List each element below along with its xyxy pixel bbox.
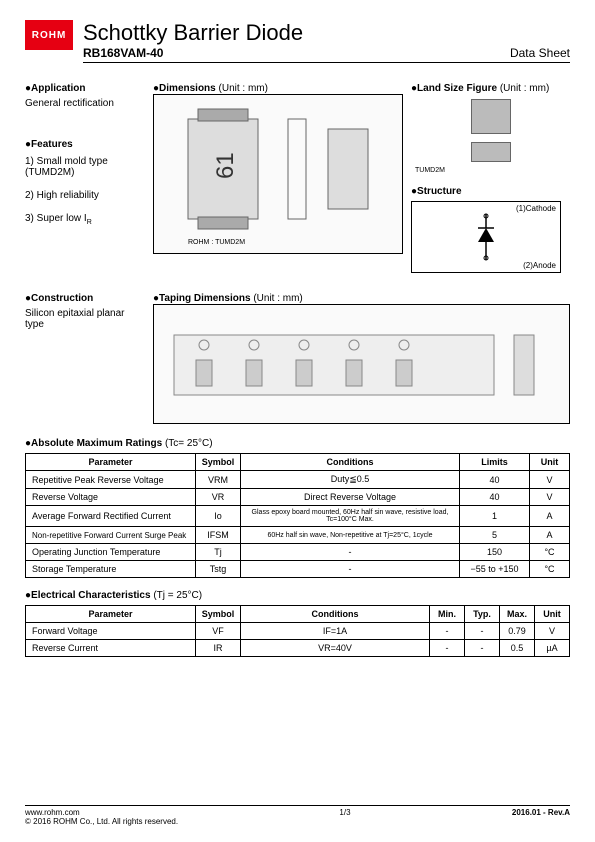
diode-symbol-icon: [466, 212, 506, 262]
package-drawing-icon: 61 ROHM : TUMD2M: [158, 99, 398, 249]
taping-diagram: [153, 304, 570, 424]
dimensions-diagram: 61 ROHM : TUMD2M: [153, 94, 403, 254]
feature-item: 2) High reliability: [25, 190, 145, 201]
table-row: Storage TemperatureTstg-−55 to +150°C: [26, 561, 570, 578]
table-row: Operating Junction TemperatureTj-150°C: [26, 544, 570, 561]
feature-item: 1) Small mold type (TUMD2M): [25, 156, 145, 178]
table-row: Repetitive Peak Reverse VoltageVRMDuty≦0…: [26, 471, 570, 489]
table-header-row: Parameter Symbol Conditions Limits Unit: [26, 454, 570, 471]
svg-text:ROHM : TUMD2M: ROHM : TUMD2M: [188, 239, 245, 246]
footer: www.rohm.com © 2016 ROHM Co., Ltd. All r…: [25, 805, 570, 826]
footer-url: www.rohm.com: [25, 808, 178, 817]
construction-heading: Construction: [25, 293, 145, 304]
application-text: General rectification: [25, 98, 145, 109]
main-title: Schottky Barrier Diode: [83, 20, 570, 46]
land-diagram: TUMD2M: [411, 94, 561, 174]
structure-heading: Structure: [411, 186, 561, 197]
dimensions-heading: Dimensions (Unit : mm): [153, 83, 403, 94]
application-heading: Application: [25, 83, 145, 94]
svg-text:61: 61: [212, 152, 239, 179]
abs-max-heading: Absolute Maximum Ratings (Tc= 25°C): [25, 438, 570, 449]
page-number: 1/3: [339, 808, 350, 826]
elec-heading: Electrical Characteristics (Tj = 25°C): [25, 590, 570, 601]
features-heading: Features: [25, 139, 145, 150]
table-header-row: Parameter Symbol Conditions Min. Typ. Ma…: [26, 606, 570, 623]
tape-drawing-icon: [154, 305, 569, 423]
part-number: RB168VAM-40: [83, 46, 163, 60]
table-row: Reverse CurrentIRVR=40V--0.5µA: [26, 640, 570, 657]
table-row: Forward VoltageVFIF=1A--0.79V: [26, 623, 570, 640]
structure-diagram: (1)Cathode (2)Anode: [411, 201, 561, 273]
construction-text: Silicon epitaxial planar type: [25, 308, 145, 330]
footer-copyright: © 2016 ROHM Co., Ltd. All rights reserve…: [25, 817, 178, 826]
taping-heading: Taping Dimensions (Unit : mm): [153, 293, 570, 304]
table-row: Average Forward Rectified CurrentIoGlass…: [26, 506, 570, 527]
revision: 2016.01 - Rev.A: [512, 808, 570, 826]
table-row: Non-repetitive Forward Current Surge Pea…: [26, 527, 570, 544]
doc-type: Data Sheet: [510, 46, 570, 60]
feature-item: 3) Super low IR: [25, 213, 145, 226]
land-heading: Land Size Figure (Unit : mm): [411, 83, 561, 94]
table-row: Reverse VoltageVRDirect Reverse Voltage4…: [26, 489, 570, 506]
header: ROHM Schottky Barrier Diode RB168VAM-40 …: [25, 20, 570, 63]
abs-max-table: Parameter Symbol Conditions Limits Unit …: [25, 453, 570, 578]
elec-table: Parameter Symbol Conditions Min. Typ. Ma…: [25, 605, 570, 657]
rohm-logo: ROHM: [25, 20, 73, 50]
